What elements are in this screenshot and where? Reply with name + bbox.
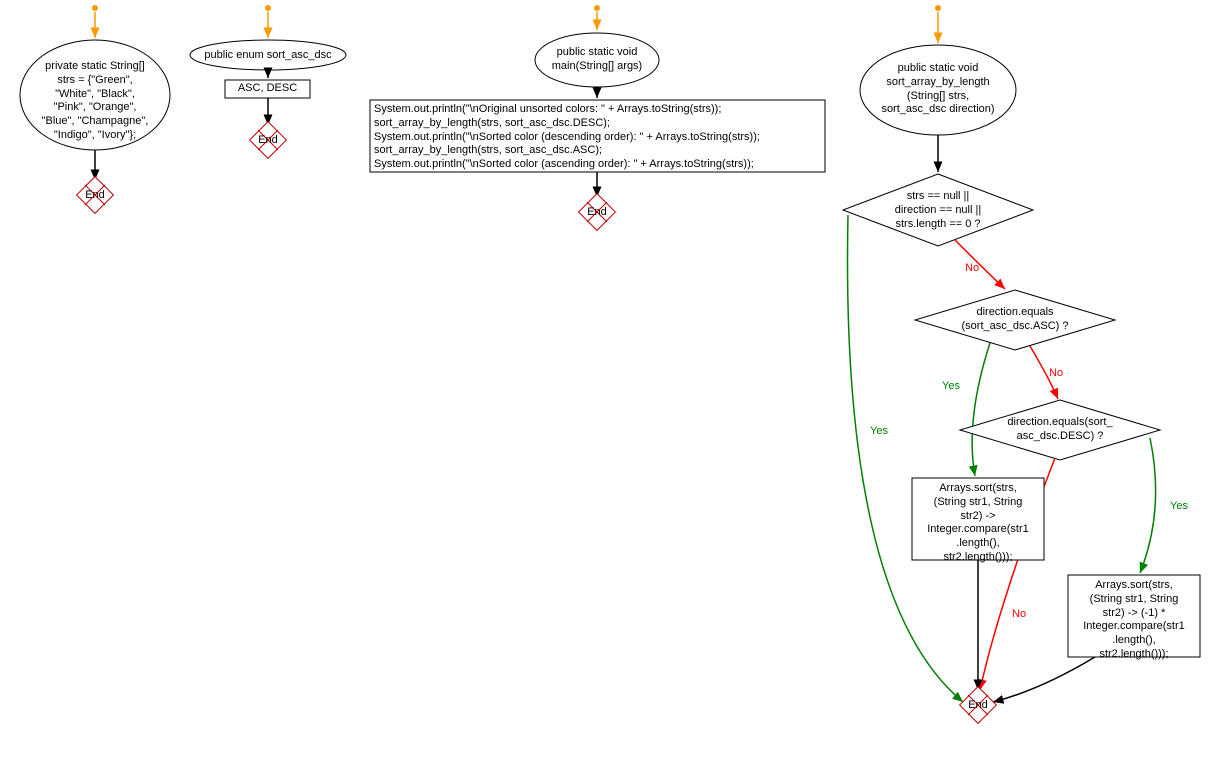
ellipse-sort-method [860,45,1016,135]
edge-yes [1140,438,1156,573]
diamond-asc-check [915,290,1115,350]
flowchart-svg [0,0,1216,772]
rect-sort-asc [912,478,1044,560]
edge-yes [972,343,990,476]
diamond-null-check [843,174,1033,246]
ellipse-strs-decl [20,40,170,150]
edge-no [1030,346,1058,399]
edge [993,657,1095,702]
end-node-2 [250,122,287,159]
rect-main-body [370,100,825,172]
start-node-2 [265,5,271,11]
rect-enum-values [225,80,310,98]
ellipse-main [535,33,659,87]
start-node-1 [92,5,98,11]
edge-no [955,240,1005,289]
start-node-3 [594,5,600,11]
rect-sort-desc [1068,575,1200,657]
end-node-1 [77,177,114,214]
diamond-desc-check [960,400,1160,460]
end-node-3 [579,194,616,231]
ellipse-enum [190,40,346,70]
start-node-4 [935,5,941,11]
edge-yes [848,215,963,702]
end-node-4 [960,687,997,724]
